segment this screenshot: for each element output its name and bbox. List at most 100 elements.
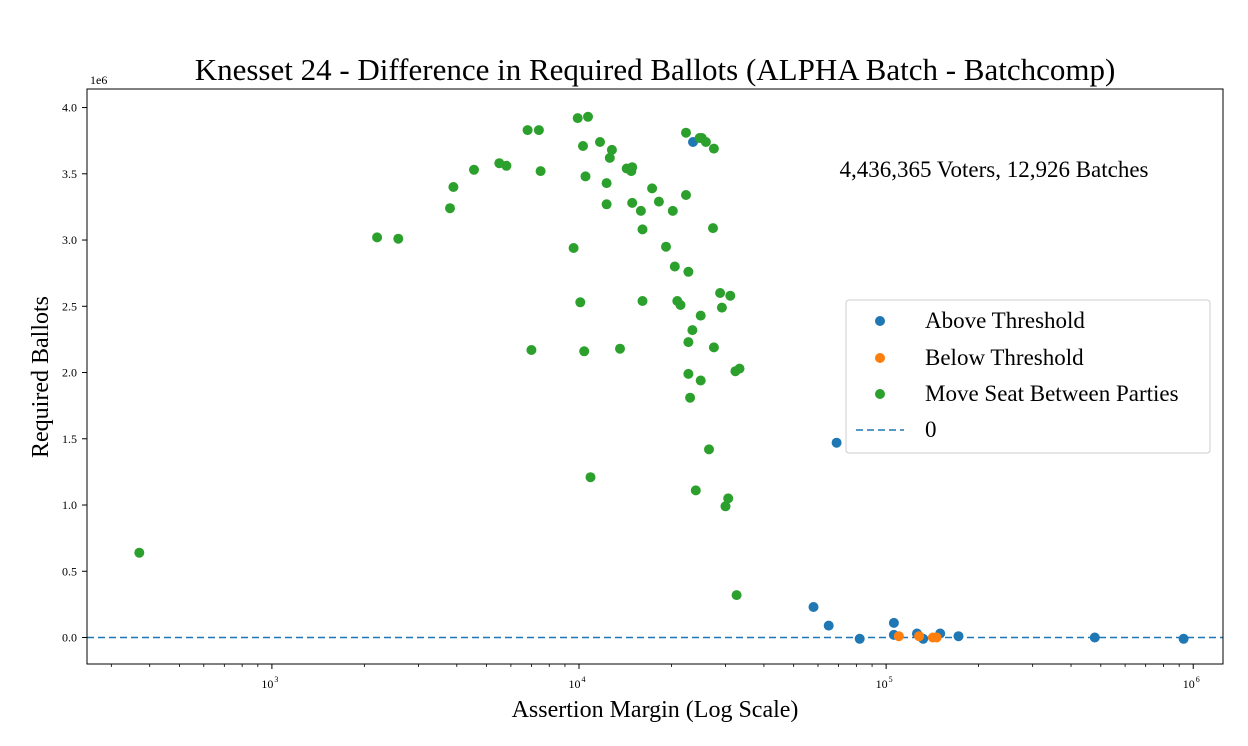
data-point-series-1-0 bbox=[893, 631, 904, 642]
legend-marker-move-seat bbox=[875, 389, 885, 399]
data-point-series-0-12 bbox=[1178, 633, 1189, 644]
data-point-series-2-11 bbox=[535, 166, 546, 177]
data-point-series-0-2 bbox=[808, 602, 819, 612]
data-point-series-2-43 bbox=[683, 337, 694, 348]
data-point-series-2-16 bbox=[579, 346, 590, 357]
data-point-series-0-1 bbox=[831, 437, 842, 448]
data-point-series-2-49 bbox=[695, 375, 706, 386]
data-point-series-2-18 bbox=[583, 111, 593, 122]
data-point-series-2-35 bbox=[661, 241, 671, 252]
data-point-series-2-39 bbox=[675, 300, 686, 310]
y-tick-label: 3.5 bbox=[62, 167, 77, 181]
data-points bbox=[134, 111, 1189, 644]
data-point-series-2-56 bbox=[708, 342, 719, 353]
data-point-series-2-57 bbox=[715, 288, 726, 298]
data-point-series-2-17 bbox=[580, 171, 591, 182]
data-point-series-2-32 bbox=[637, 296, 648, 306]
data-point-series-2-63 bbox=[731, 590, 742, 601]
data-point-series-2-19 bbox=[585, 472, 596, 483]
y-tick-label: 1.0 bbox=[62, 498, 77, 512]
data-point-series-2-50 bbox=[695, 310, 706, 321]
data-point-series-2-54 bbox=[708, 223, 718, 234]
data-point-series-2-8 bbox=[522, 125, 533, 136]
data-point-series-2-37 bbox=[669, 261, 680, 272]
data-point-series-2-13 bbox=[572, 113, 583, 124]
data-point-series-2-2 bbox=[393, 233, 404, 244]
legend-label-move-seat: Move Seat Between Parties bbox=[925, 381, 1179, 406]
data-point-series-2-47 bbox=[690, 485, 701, 496]
data-point-series-2-14 bbox=[575, 297, 586, 308]
data-point-series-2-30 bbox=[635, 205, 646, 216]
data-point-series-2-53 bbox=[704, 444, 714, 455]
data-point-series-0-4 bbox=[854, 633, 865, 644]
data-point-series-0-10 bbox=[953, 631, 964, 642]
data-point-series-2-44 bbox=[683, 368, 694, 379]
data-point-series-2-29 bbox=[627, 197, 638, 208]
legend-marker-above-threshold bbox=[875, 316, 885, 326]
data-point-series-2-40 bbox=[681, 127, 691, 138]
data-point-series-2-5 bbox=[469, 164, 479, 175]
y-axis-label: Required Ballots bbox=[28, 296, 54, 458]
data-point-series-2-33 bbox=[647, 183, 658, 194]
data-point-series-2-21 bbox=[601, 178, 612, 189]
data-point-series-2-60 bbox=[723, 493, 734, 504]
data-point-series-2-22 bbox=[601, 199, 612, 210]
annotation-text: 4,436,365 Voters, 12,926 Batches bbox=[840, 157, 1149, 182]
data-point-series-2-15 bbox=[578, 141, 588, 151]
data-point-series-2-3 bbox=[445, 203, 455, 214]
data-point-series-2-55 bbox=[708, 143, 719, 154]
data-point-series-2-0 bbox=[134, 547, 145, 558]
x-axis: 103 104 105 106 bbox=[110, 664, 1200, 691]
y-tick-label: 0.0 bbox=[62, 631, 77, 645]
x-tick-label: 105 bbox=[876, 675, 893, 691]
chart-title: Knesset 24 - Difference in Required Ball… bbox=[195, 52, 1116, 87]
data-point-series-2-12 bbox=[568, 243, 579, 253]
data-point-series-2-25 bbox=[615, 343, 625, 354]
data-point-series-2-4 bbox=[448, 182, 459, 192]
legend-marker-below-threshold bbox=[875, 353, 885, 363]
legend-frame bbox=[845, 299, 1211, 454]
data-point-series-2-58 bbox=[716, 302, 727, 313]
data-point-series-2-28 bbox=[627, 162, 638, 173]
y-tick-label: 2.0 bbox=[62, 366, 77, 380]
y-tick-label: 0.5 bbox=[62, 564, 77, 578]
y-tick-label: 2.5 bbox=[62, 299, 77, 313]
data-point-series-0-3 bbox=[823, 620, 834, 631]
y-tick-label: 4.0 bbox=[62, 101, 77, 115]
y-tick-label: 1.5 bbox=[62, 432, 77, 446]
y-offset-label: 1e6 bbox=[90, 73, 107, 87]
data-point-series-2-61 bbox=[725, 290, 736, 301]
data-point-series-2-45 bbox=[685, 392, 696, 403]
data-point-series-0-5 bbox=[888, 617, 899, 628]
data-point-series-2-42 bbox=[683, 266, 694, 277]
data-point-series-2-52 bbox=[700, 137, 711, 147]
data-point-series-2-46 bbox=[687, 325, 698, 336]
data-point-series-2-9 bbox=[526, 345, 537, 355]
plot-area bbox=[87, 111, 1223, 644]
legend-label-zero-line: 0 bbox=[925, 417, 937, 442]
data-point-series-2-36 bbox=[667, 205, 678, 216]
legend-label-above-threshold: Above Threshold bbox=[925, 308, 1085, 333]
y-axis: 0.0 0.5 1.0 1.5 2.0 2.5 3.0 3.5 4.0 bbox=[62, 101, 87, 645]
data-point-series-2-64 bbox=[734, 363, 745, 374]
data-point-series-2-10 bbox=[533, 125, 544, 136]
legend: Above Threshold Below Threshold Move Sea… bbox=[845, 299, 1211, 454]
data-point-series-2-41 bbox=[681, 190, 691, 200]
x-axis-label: Assertion Margin (Log Scale) bbox=[512, 697, 799, 723]
data-point-series-1-1 bbox=[914, 631, 925, 642]
data-point-series-1-3 bbox=[931, 632, 942, 643]
data-point-series-0-11 bbox=[1089, 632, 1100, 643]
data-point-series-2-34 bbox=[653, 196, 664, 207]
data-point-series-2-59 bbox=[720, 501, 731, 512]
plot-frame bbox=[86, 88, 1224, 665]
x-tick-label: 106 bbox=[1183, 675, 1200, 691]
data-point-series-2-23 bbox=[604, 152, 615, 163]
data-point-series-2-31 bbox=[637, 224, 648, 235]
data-point-series-2-7 bbox=[501, 160, 512, 171]
data-point-series-2-24 bbox=[606, 144, 617, 155]
y-tick-label: 3.0 bbox=[62, 233, 77, 247]
legend-label-below-threshold: Below Threshold bbox=[925, 345, 1084, 370]
x-tick-label: 104 bbox=[569, 675, 586, 691]
x-tick-label: 103 bbox=[261, 675, 278, 691]
